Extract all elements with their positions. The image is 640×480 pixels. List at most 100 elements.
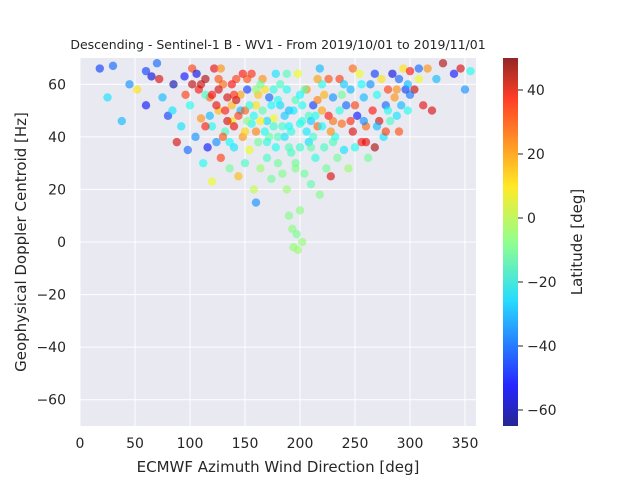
data-point bbox=[267, 174, 276, 184]
data-point bbox=[397, 101, 406, 110]
data-point bbox=[344, 164, 353, 173]
data-point bbox=[267, 101, 276, 110]
data-point bbox=[117, 116, 127, 126]
data-point bbox=[313, 74, 322, 84]
data-point bbox=[276, 80, 285, 89]
data-point bbox=[262, 137, 272, 147]
data-point bbox=[438, 59, 448, 68]
data-point bbox=[278, 122, 287, 131]
data-point bbox=[293, 245, 302, 255]
data-point bbox=[328, 93, 338, 102]
data-point bbox=[284, 211, 294, 220]
data-point bbox=[346, 116, 355, 126]
data-point bbox=[273, 132, 283, 142]
data-point bbox=[284, 143, 294, 152]
data-point bbox=[273, 95, 283, 105]
data-point bbox=[269, 85, 278, 94]
data-point bbox=[256, 116, 265, 126]
data-point bbox=[282, 185, 291, 194]
data-point bbox=[205, 111, 214, 121]
data-point bbox=[317, 122, 327, 131]
x-tick-labels: 0 50 100 150 200 250 300 350 bbox=[76, 436, 479, 452]
data-point bbox=[456, 64, 465, 73]
data-point bbox=[390, 93, 399, 102]
data-point bbox=[359, 116, 368, 126]
data-point bbox=[282, 69, 291, 78]
data-point bbox=[361, 137, 371, 147]
y-tick-label: 0 bbox=[57, 235, 66, 251]
y-tick-label: −20 bbox=[36, 288, 66, 304]
data-point bbox=[364, 153, 373, 163]
data-point bbox=[466, 66, 475, 76]
colorbar-tick-label: −40 bbox=[527, 339, 557, 355]
data-point bbox=[203, 143, 212, 152]
data-point bbox=[177, 122, 186, 131]
data-point bbox=[357, 80, 366, 89]
data-point bbox=[460, 85, 470, 94]
data-point bbox=[370, 69, 379, 78]
data-point bbox=[218, 132, 228, 142]
data-point bbox=[216, 64, 225, 73]
data-point bbox=[289, 106, 298, 115]
data-point bbox=[317, 106, 327, 115]
data-point bbox=[298, 101, 307, 110]
data-point bbox=[243, 85, 252, 94]
data-point bbox=[353, 111, 362, 121]
data-point bbox=[423, 64, 432, 73]
data-point bbox=[350, 101, 360, 110]
data-point bbox=[227, 80, 236, 89]
data-point bbox=[427, 106, 437, 115]
data-point bbox=[225, 164, 234, 173]
data-point bbox=[291, 164, 300, 173]
data-point bbox=[207, 122, 217, 131]
data-point bbox=[269, 122, 278, 131]
data-point bbox=[214, 85, 223, 94]
data-point bbox=[103, 93, 112, 102]
data-point bbox=[368, 106, 377, 115]
data-point bbox=[414, 64, 423, 73]
data-point bbox=[278, 169, 287, 178]
data-point bbox=[282, 85, 291, 94]
data-point bbox=[315, 64, 324, 73]
data-point bbox=[251, 198, 261, 207]
data-point bbox=[108, 61, 118, 71]
data-point bbox=[188, 80, 197, 89]
x-tick-label: 200 bbox=[287, 436, 314, 452]
data-point bbox=[295, 206, 305, 215]
x-tick-label: 50 bbox=[126, 436, 144, 452]
data-point bbox=[432, 74, 441, 84]
data-point bbox=[223, 116, 232, 126]
data-point bbox=[183, 145, 192, 155]
data-point bbox=[199, 158, 208, 168]
colorbar-tick-label: −20 bbox=[527, 275, 557, 291]
data-point bbox=[337, 119, 346, 128]
data-point bbox=[309, 132, 318, 142]
colorbar-label: Latitude [deg] bbox=[568, 189, 586, 295]
y-tick-label: −40 bbox=[36, 340, 66, 356]
data-point bbox=[223, 93, 232, 102]
data-point bbox=[372, 90, 382, 100]
data-point bbox=[229, 122, 239, 131]
x-tick-label: 0 bbox=[76, 436, 85, 452]
data-point bbox=[320, 90, 329, 100]
colorbar-tick-label: 0 bbox=[527, 211, 536, 227]
x-axis-label: ECMWF Azimuth Wind Direction [deg] bbox=[137, 458, 420, 476]
data-point bbox=[234, 111, 243, 121]
data-point bbox=[95, 64, 105, 73]
data-point bbox=[207, 177, 217, 186]
data-point bbox=[256, 80, 265, 89]
data-point bbox=[265, 93, 274, 102]
data-point bbox=[271, 69, 280, 78]
data-point bbox=[172, 137, 181, 147]
data-point bbox=[245, 145, 254, 155]
data-point bbox=[403, 106, 412, 115]
data-point bbox=[339, 145, 349, 155]
data-point bbox=[273, 158, 283, 168]
data-point bbox=[326, 127, 335, 136]
data-point bbox=[271, 143, 280, 152]
data-point bbox=[388, 69, 397, 78]
data-point bbox=[342, 101, 351, 110]
data-point bbox=[152, 59, 162, 68]
data-point bbox=[320, 143, 329, 152]
